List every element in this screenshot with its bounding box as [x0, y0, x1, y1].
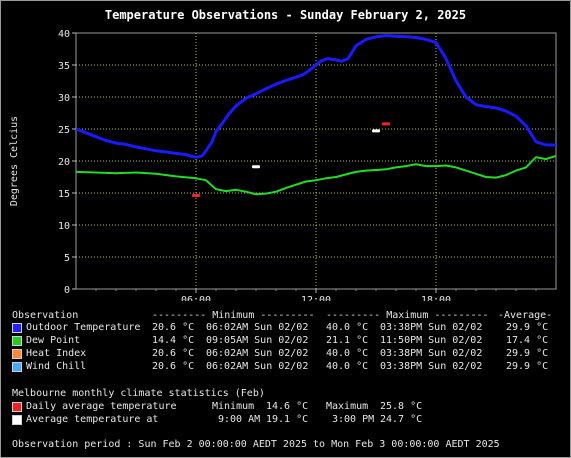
y-tick-label: 5	[64, 253, 70, 264]
row-max-time: 11:50PM Sun 02/02	[380, 335, 483, 346]
legend-swatch-heatindex	[12, 349, 22, 359]
y-tick-label: 35	[58, 61, 70, 72]
y-tick-label: 25	[58, 125, 70, 136]
y-tick-label: 30	[58, 93, 70, 104]
series-line-dew-point	[75, 154, 557, 196]
row-label: Dew Point	[26, 335, 81, 346]
x-axis-ticks: 06:00 12:00 18:00	[95, 289, 537, 301]
row-min-time: 06:02AM Sun 02/02	[206, 361, 309, 372]
average-marker	[382, 122, 390, 126]
y-tick-label: 0	[64, 285, 70, 296]
row-average: 17.4 °C	[506, 335, 549, 346]
row-min-time: 09:05AM Sun 02/02	[206, 335, 309, 346]
row-min-time: 06:02AM Sun 02/02	[206, 348, 309, 359]
y-tick-label: 15	[58, 189, 70, 200]
row-max-time: 03:38PM Sun 02/02	[380, 361, 483, 372]
climate-caption-1: Minimum	[212, 401, 255, 412]
climate-label: Average temperature at	[26, 414, 159, 425]
row-average: 29.9 °C	[506, 361, 549, 372]
y-tick-label: 10	[58, 221, 70, 232]
row-min-value: 20.6 °C	[152, 361, 195, 372]
series-lines	[75, 34, 557, 196]
average-markers	[192, 122, 390, 198]
table-header-observation: Observation	[12, 310, 79, 321]
row-max-value: 40.0 °C	[326, 348, 369, 359]
observation-period: Observation period : Sun Feb 2 00:00:00 …	[12, 439, 500, 450]
row-average: 29.9 °C	[506, 348, 549, 359]
table-header-minimum: --------- Minimum ---------	[152, 310, 315, 321]
average-marker	[252, 165, 260, 169]
row-label: Heat Index	[26, 348, 87, 359]
series-line-outdoor-temperature	[75, 34, 556, 159]
climate-swatch-average	[12, 415, 22, 425]
legend-swatch-windchill	[12, 362, 22, 372]
climate-caption-2: 3:00 PM	[332, 414, 375, 425]
climate-heading: Melbourne monthly climate statistics (Fe…	[12, 388, 265, 399]
temperature-chart: 0 5 10 15 20 25 30 35 40 06:00 12:00 18:00 Degrees…	[9, 29, 557, 301]
y-tick-label: 20	[58, 157, 70, 168]
table-header-average: -Average-	[498, 310, 553, 321]
y-axis-ticks: 0 5 10 15 20 25 30 35 40	[58, 29, 76, 296]
row-label: Outdoor Temperature	[26, 322, 141, 333]
row-max-time: 03:38PM Sun 02/02	[380, 348, 483, 359]
average-marker	[372, 129, 380, 133]
average-marker	[192, 194, 200, 198]
row-max-time: 03:38PM Sun 02/02	[380, 322, 483, 333]
climate-value-1: 14.6 °C	[266, 401, 309, 412]
x-tick-label: 18:00	[421, 295, 451, 301]
row-min-value: 20.6 °C	[152, 348, 195, 359]
row-max-value: 40.0 °C	[326, 361, 369, 372]
climate-value-2: 25.8 °C	[380, 401, 423, 412]
climate-label: Daily average temperature	[26, 401, 177, 412]
climate-value-2: 24.7 °C	[380, 414, 423, 425]
climate-swatch-daily	[12, 402, 22, 412]
x-tick-label: 06:00	[181, 295, 211, 301]
y-tick-label: 40	[58, 29, 70, 40]
chart-title: Temperature Observations - Sunday Februa…	[104, 8, 467, 22]
row-min-value: 14.4 °C	[152, 335, 195, 346]
row-label: Wind Chill	[26, 361, 87, 372]
x-tick-label: 12:00	[301, 295, 331, 301]
row-max-value: 40.0 °C	[326, 322, 369, 333]
row-average: 29.9 °C	[506, 322, 549, 333]
climate-caption-2: Maximum	[326, 401, 369, 412]
climate-caption-1: 9:00 AM	[218, 414, 261, 425]
row-min-time: 06:02AM Sun 02/02	[206, 322, 309, 333]
table-header-maximum: --------- Maximum ---------	[326, 310, 489, 321]
row-min-value: 20.6 °C	[152, 322, 195, 333]
legend-swatch-outdoor	[12, 323, 22, 333]
legend-swatch-dewpoint	[12, 336, 22, 346]
y-axis-label: Degrees Celcius	[9, 116, 20, 206]
climate-value-1: 19.1 °C	[266, 414, 309, 425]
row-max-value: 21.1 °C	[326, 335, 369, 346]
